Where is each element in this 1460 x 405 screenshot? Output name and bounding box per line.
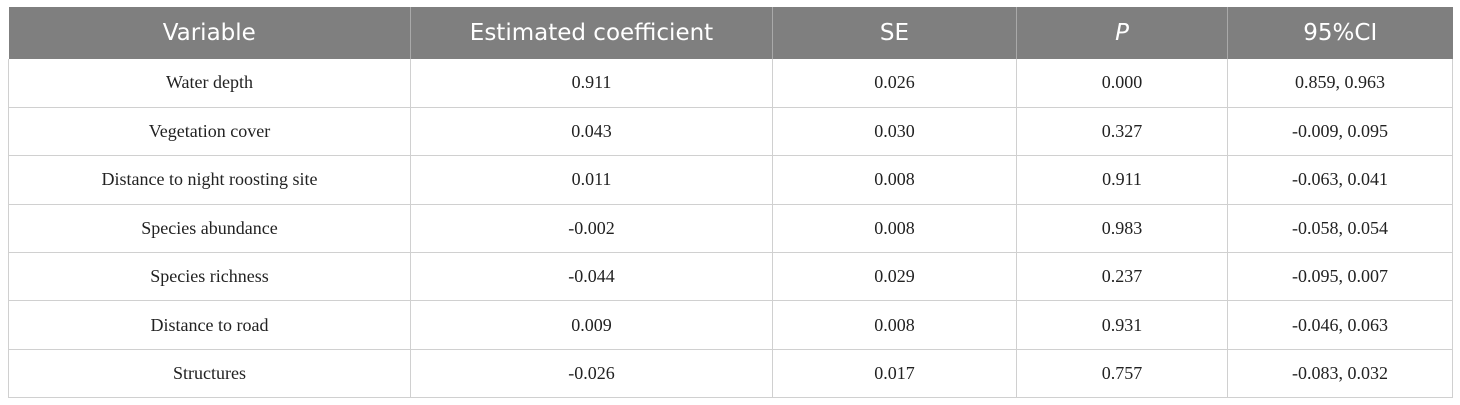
cell-p: 0.757	[1016, 348, 1228, 399]
table-header: Variable Estimated coefficient SE P 95%C…	[8, 7, 1453, 59]
cell-variable: Species abundance	[8, 203, 411, 254]
header-p: P	[1016, 7, 1228, 59]
cell-ci: -0.095, 0.007	[1227, 252, 1453, 302]
cell-coefficient: -0.044	[410, 252, 773, 302]
cell-coefficient: -0.002	[410, 203, 773, 254]
cell-ci: -0.063, 0.041	[1227, 155, 1453, 205]
cell-se: 0.029	[772, 252, 1017, 302]
cell-variable: Species richness	[8, 252, 411, 302]
cell-variable: Vegetation cover	[8, 106, 411, 157]
cell-variable: Distance to night roosting site	[8, 155, 411, 205]
cell-se: 0.017	[772, 348, 1017, 399]
cell-ci: -0.058, 0.054	[1227, 203, 1453, 254]
header-variable: Variable	[162, 20, 256, 46]
cell-coefficient: 0.011	[410, 155, 773, 205]
cell-coefficient: 0.043	[410, 106, 773, 157]
table-row: Vegetation cover 0.043 0.030 0.327 -0.00…	[8, 106, 1453, 157]
cell-p: 0.327	[1016, 106, 1228, 157]
cell-coefficient: -0.026	[410, 348, 773, 399]
cell-p: 0.000	[1016, 59, 1228, 108]
cell-ci: 0.859, 0.963	[1227, 59, 1453, 108]
cell-se: 0.008	[772, 203, 1017, 254]
header-row: Variable Estimated coefficient SE P 95%C…	[8, 7, 1453, 59]
table-row: Species richness -0.044 0.029 0.237 -0.0…	[8, 252, 1453, 302]
cell-ci: -0.009, 0.095	[1227, 106, 1453, 157]
cell-se: 0.008	[772, 155, 1017, 205]
cell-p: 0.237	[1016, 252, 1228, 302]
cell-variable: Distance to road	[8, 300, 411, 350]
cell-p: 0.931	[1016, 300, 1228, 350]
cell-se: 0.030	[772, 106, 1017, 157]
table-row: Structures -0.026 0.017 0.757 -0.083, 0.…	[8, 348, 1453, 399]
cell-variable: Water depth	[8, 59, 411, 108]
table-row: Species abundance -0.002 0.008 0.983 -0.…	[8, 203, 1453, 254]
cell-ci: -0.083, 0.032	[1227, 348, 1453, 399]
table-row: Distance to road 0.009 0.008 0.931 -0.04…	[8, 300, 1453, 350]
cell-se: 0.026	[772, 59, 1017, 108]
header-95ci: 95%CI	[1227, 7, 1453, 59]
table-row: Distance to night roosting site 0.011 0.…	[8, 155, 1453, 205]
cell-coefficient: 0.009	[410, 300, 773, 350]
cell-se: 0.008	[772, 300, 1017, 350]
cell-p: 0.911	[1016, 155, 1228, 205]
cell-coefficient: 0.911	[410, 59, 773, 108]
cell-p: 0.983	[1016, 203, 1228, 254]
header-estimated-coefficient: Estimated coefficient	[410, 7, 773, 59]
cell-ci: -0.046, 0.063	[1227, 300, 1453, 350]
table-row: Water depth 0.911 0.026 0.000 0.859, 0.9…	[8, 59, 1453, 108]
header-se: SE	[772, 7, 1017, 59]
cell-variable: Structures	[8, 348, 411, 399]
table-body: Water depth 0.911 0.026 0.000 0.859, 0.9…	[8, 59, 1453, 399]
regression-results-table: Variable Estimated coefficient SE P 95%C…	[8, 7, 1453, 399]
